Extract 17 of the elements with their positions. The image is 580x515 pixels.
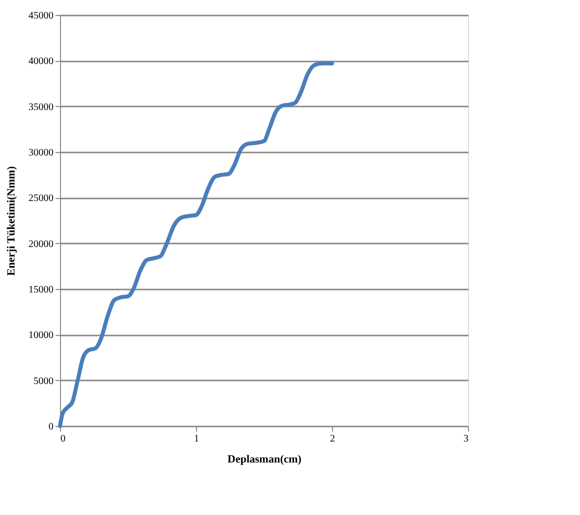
x-axis-title: Deplasman(cm) bbox=[228, 454, 302, 466]
y-tick-label: 30000 bbox=[28, 148, 54, 158]
y-tick-label: 10000 bbox=[28, 330, 54, 342]
x-tick-label: 2 bbox=[330, 434, 335, 444]
y-tick-label: 45000 bbox=[28, 10, 54, 22]
x-tick-label: 1 bbox=[194, 434, 199, 444]
line-series bbox=[58, 61, 334, 428]
y-axis-title: Enerji Tüketimi(Nmm) bbox=[6, 166, 18, 276]
y-tick-label: 35000 bbox=[28, 102, 54, 113]
y-tick-label: 5000 bbox=[34, 376, 54, 387]
y-tick-label: 20000 bbox=[28, 238, 54, 250]
x-tick-label: 0 bbox=[60, 434, 66, 444]
y-tick-label: 0 bbox=[48, 422, 54, 432]
y-tick-label: 40000 bbox=[28, 56, 54, 68]
x-tick-label: 3 bbox=[464, 434, 468, 444]
y-tick-label: 25000 bbox=[28, 193, 54, 204]
y-tick-label: 15000 bbox=[28, 284, 54, 296]
